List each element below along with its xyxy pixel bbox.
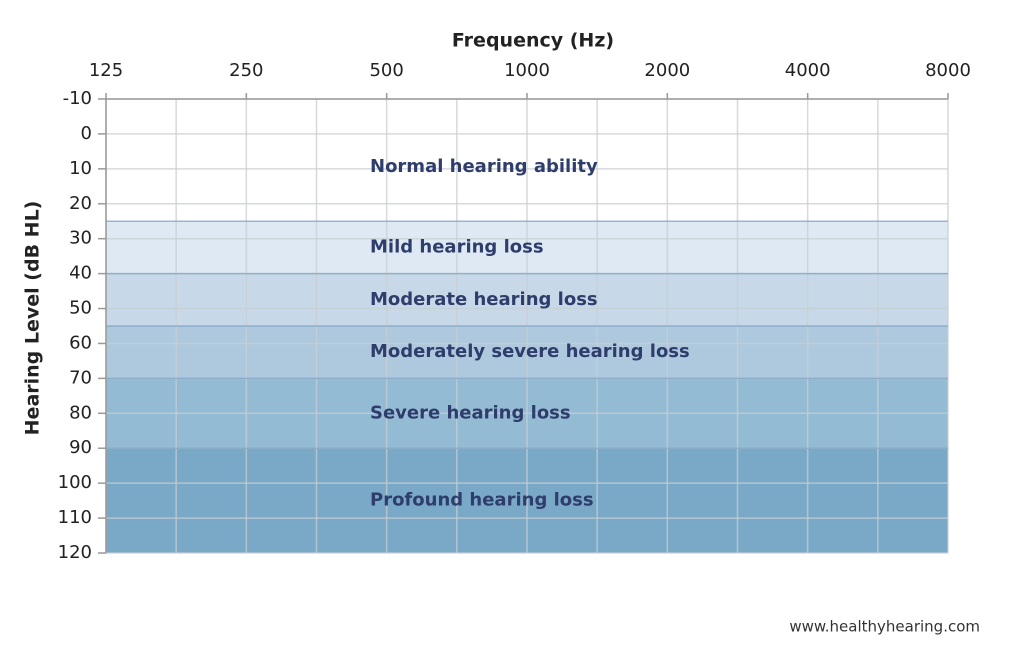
band-label: Mild hearing loss (370, 236, 544, 257)
y-tick-label: 40 (69, 263, 92, 284)
source: www.healthyhearing.com (789, 618, 980, 636)
x-tick-label: 125 (89, 60, 123, 81)
x-tick-label: 8000 (925, 60, 971, 81)
y-tick-label: 30 (69, 228, 92, 249)
y-tick-label: 20 (69, 193, 92, 214)
band-label: Moderate hearing loss (370, 289, 598, 310)
y-tick-label: 110 (58, 507, 92, 528)
y-tick-label: 0 (81, 123, 92, 144)
y-tick-label: -10 (63, 88, 92, 109)
band-label: Moderately severe hearing loss (370, 341, 690, 362)
y-tick-label: 90 (69, 437, 92, 458)
band-label: Profound hearing loss (370, 490, 594, 511)
y-tick-label: 80 (69, 402, 92, 423)
y-tick-label: 60 (69, 332, 92, 353)
band-label: Severe hearing loss (370, 402, 571, 423)
y-tick-label: 100 (58, 472, 92, 493)
y-tick-label: 10 (69, 158, 92, 179)
x-axis-title: Frequency (Hz) (452, 30, 614, 52)
x-tick-label: 250 (229, 60, 263, 81)
x-tick-label: 2000 (644, 60, 690, 81)
x-tick-label: 4000 (785, 60, 831, 81)
y-axis-title: Hearing Level (dB HL) (22, 201, 44, 436)
y-tick-label: 120 (58, 542, 92, 563)
x-tick-label: 500 (369, 60, 403, 81)
x-tick-label: 1000 (504, 60, 550, 81)
band-label: Normal hearing ability (370, 156, 598, 177)
y-tick-label: 50 (69, 298, 92, 319)
y-tick-label: 70 (69, 367, 92, 388)
